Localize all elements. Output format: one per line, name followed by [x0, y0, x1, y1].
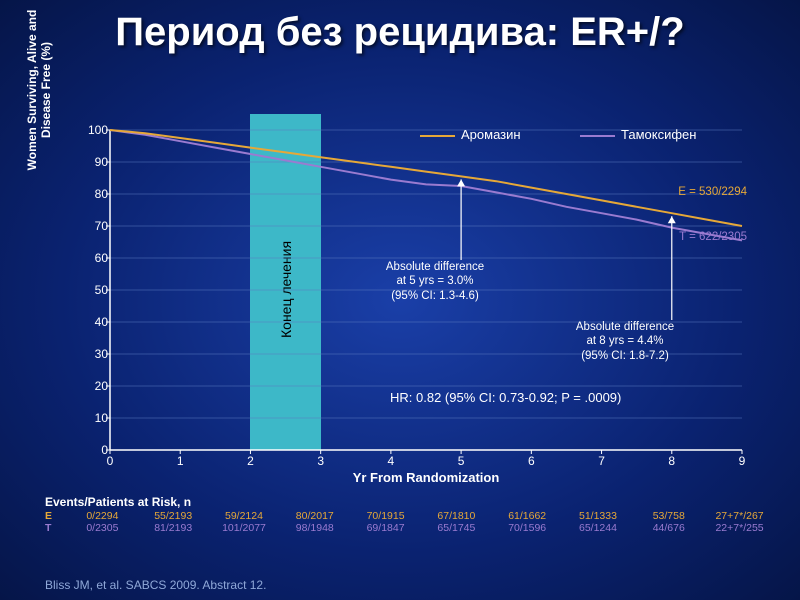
risk-cell: 51/1333: [563, 510, 634, 522]
risk-cell: 81/2193: [138, 522, 209, 534]
risk-cell: 59/2124: [209, 510, 280, 522]
annotation-5yr: Absolute difference at 5 yrs = 3.0% (95%…: [365, 260, 505, 303]
risk-cell: 70/1915: [350, 510, 421, 522]
t-events-label: T = 622/2305: [679, 230, 747, 244]
risk-cell: 0/2305: [67, 522, 138, 534]
survival-chart: Women Surviving, Alive and Disease Free …: [40, 130, 760, 500]
x-axis-label: Yr From Randomization: [110, 470, 742, 485]
risk-cell: 61/1662: [492, 510, 563, 522]
plot-area: Конец лечения Аромазин Тамоксифен Absolu…: [110, 130, 742, 450]
risk-cell: 27+7*/267: [704, 510, 775, 522]
risk-cell: 0/2294: [67, 510, 138, 522]
risk-cell: 101/2077: [209, 522, 280, 534]
y-axis-ticks: 0102030405060708090100: [80, 130, 108, 450]
risk-cell: 67/1810: [421, 510, 492, 522]
risk-cell: 22+7*/255: [704, 522, 775, 534]
risk-row-label-t: T: [45, 522, 67, 534]
risk-cell: 70/1596: [492, 522, 563, 534]
annotation-8yr: Absolute difference at 8 yrs = 4.4% (95%…: [555, 320, 695, 363]
risk-cell: 65/1244: [563, 522, 634, 534]
risk-row-label-e: E: [45, 510, 67, 522]
risk-cell: 55/2193: [138, 510, 209, 522]
risk-cell: 65/1745: [421, 522, 492, 534]
legend-aromasin: Аромазин: [420, 127, 521, 142]
risk-table: E 0/229455/219359/212480/201770/191567/1…: [45, 510, 775, 534]
risk-cell: 53/758: [633, 510, 704, 522]
citation: Bliss JM, et al. SABCS 2009. Abstract 12…: [45, 578, 266, 592]
risk-cell: 69/1847: [350, 522, 421, 534]
risk-cell: 98/1948: [279, 522, 350, 534]
e-events-label: E = 530/2294: [678, 185, 747, 199]
legend-tamoxifen: Тамоксифен: [580, 127, 696, 142]
risk-cell: 44/676: [633, 522, 704, 534]
y-axis-label: Women Surviving, Alive and Disease Free …: [25, 0, 53, 190]
risk-table-header: Events/Patients at Risk, n: [45, 495, 191, 509]
slide-title: Период без рецидива: ER+/?: [0, 0, 800, 54]
slide: Период без рецидива: ER+/? Women Survivi…: [0, 0, 800, 600]
risk-cell: 80/2017: [279, 510, 350, 522]
hazard-ratio: HR: 0.82 (95% CI: 0.73-0.92; P = .0009): [390, 390, 621, 405]
